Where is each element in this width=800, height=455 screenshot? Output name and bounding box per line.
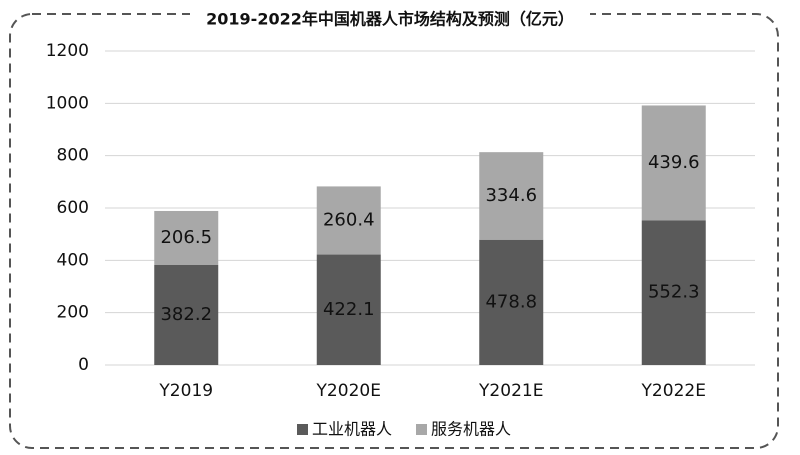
- bar-segment: [154, 264, 219, 365]
- y-tick-label: 600: [57, 198, 89, 218]
- value-label: 382.2: [160, 304, 212, 325]
- legend-swatch: [297, 424, 308, 435]
- legend-label: 服务机器人: [431, 420, 511, 439]
- title-bg: [190, 6, 590, 34]
- x-tick-label: Y2020E: [316, 381, 381, 401]
- y-tick-label: 800: [57, 146, 89, 166]
- chart-title: 2019-2022年中国机器人市场结构及预测（亿元）: [206, 10, 574, 29]
- y-tick-label: 1000: [46, 93, 89, 113]
- bar-segment: [479, 152, 544, 240]
- value-label: 422.1: [323, 299, 375, 320]
- bar-segment: [641, 220, 706, 365]
- value-label: 439.6: [648, 152, 700, 173]
- y-tick-label: 400: [57, 250, 89, 270]
- bar-segment: [154, 210, 219, 265]
- y-tick-label: 0: [78, 355, 89, 375]
- bar-segment: [316, 254, 381, 365]
- y-tick-label: 1200: [46, 41, 89, 61]
- x-tick-label: Y2021E: [478, 381, 543, 401]
- bar-segment: [316, 186, 381, 255]
- value-label: 552.3: [648, 282, 700, 303]
- bar-segment: [641, 105, 706, 221]
- value-label: 478.8: [485, 291, 537, 312]
- value-label: 260.4: [323, 209, 375, 230]
- y-tick-label: 200: [57, 303, 89, 323]
- x-tick-label: Y2019: [158, 381, 213, 401]
- bar-segment: [479, 239, 544, 365]
- value-label: 206.5: [160, 227, 212, 248]
- value-label: 334.6: [485, 185, 537, 206]
- x-tick-label: Y2022E: [641, 381, 706, 401]
- legend-label: 工业机器人: [312, 420, 392, 439]
- legend-swatch: [416, 424, 427, 435]
